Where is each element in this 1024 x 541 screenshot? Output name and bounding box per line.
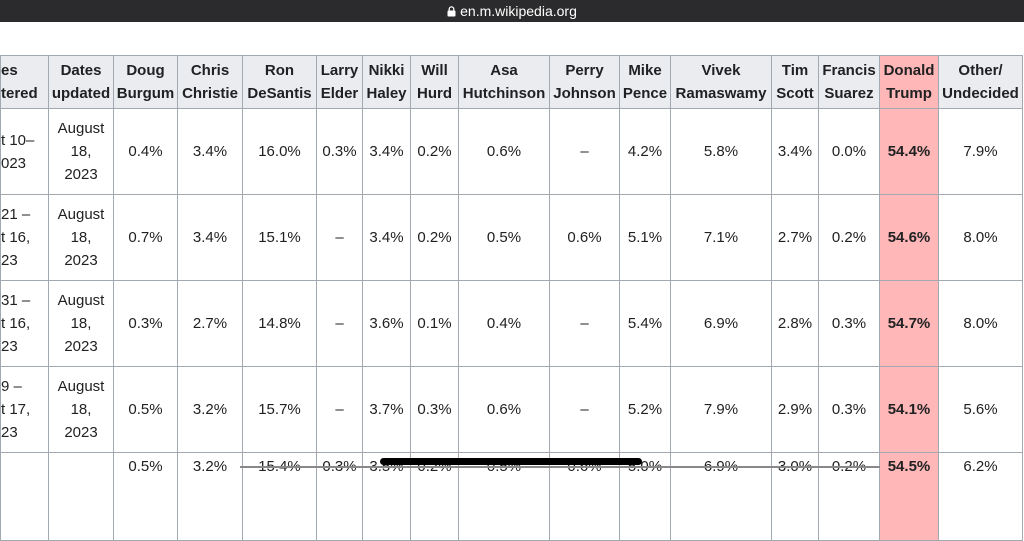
url[interactable]: en.m.wikipedia.org bbox=[460, 3, 577, 19]
table-cell: August 18, 2023 bbox=[48, 366, 114, 453]
table-cell: – bbox=[316, 280, 363, 367]
header-cell: Chris Christie bbox=[177, 55, 243, 109]
table-cell: 5.8% bbox=[670, 108, 772, 195]
table-cell: 9 – t 17, 23 bbox=[0, 366, 49, 453]
table-cell: 3.4% bbox=[177, 194, 243, 281]
table-cell: 0.1% bbox=[410, 280, 459, 367]
table-cell: 5.4% bbox=[619, 280, 671, 367]
table-cell: 4.2% bbox=[619, 108, 671, 195]
table-cell: 6.9% bbox=[670, 280, 772, 367]
table-cell: 54.7% bbox=[879, 280, 939, 367]
table-cell: August 18, 2023 bbox=[48, 280, 114, 367]
table-cell: 16.0% bbox=[242, 108, 317, 195]
header-cell: Mike Pence bbox=[619, 55, 671, 109]
header-cell: Dates updated bbox=[48, 55, 114, 109]
table-cell: 2.7% bbox=[771, 194, 819, 281]
table-cell: – bbox=[549, 108, 620, 195]
header-cell: es tered bbox=[0, 55, 49, 109]
table-cell: 3.4% bbox=[362, 108, 411, 195]
header-cell: Will Hurd bbox=[410, 55, 459, 109]
scroll-rule bbox=[240, 466, 880, 468]
table-cell: August 18, 2023 bbox=[48, 194, 114, 281]
home-indicator bbox=[380, 458, 642, 465]
table-cell: 54.5% bbox=[879, 452, 939, 541]
table-cell: 54.6% bbox=[879, 194, 939, 281]
header-cell: Asa Hutchinson bbox=[458, 55, 550, 109]
table-cell: 0.7% bbox=[113, 194, 178, 281]
table-cell: 3.7% bbox=[362, 366, 411, 453]
table-cell: t 10– 023 bbox=[0, 108, 49, 195]
table-cell: 3.2% bbox=[177, 366, 243, 453]
header-cell: Doug Burgum bbox=[113, 55, 178, 109]
header-cell: Larry Elder bbox=[316, 55, 363, 109]
table-cell: 0.4% bbox=[113, 108, 178, 195]
table-cell: 54.1% bbox=[879, 366, 939, 453]
table-cell: 3.2% bbox=[177, 452, 243, 541]
table-cell: – bbox=[316, 194, 363, 281]
address-bar: en.m.wikipedia.org bbox=[0, 0, 1024, 22]
table-cell: 8.0% bbox=[938, 194, 1023, 281]
table-cell: 3.4% bbox=[362, 194, 411, 281]
table-cell: 15.1% bbox=[242, 194, 317, 281]
table-cell: 0.6% bbox=[549, 194, 620, 281]
table-row: 31 – t 16, 23 August 18, 2023 0.3% 2.7% 14.8… bbox=[0, 280, 1023, 367]
table-cell: 0.2% bbox=[410, 108, 459, 195]
header-cell: Tim Scott bbox=[771, 55, 819, 109]
table-cell: 8.0% bbox=[938, 280, 1023, 367]
table-row: t 10– 023 August 18, 2023 0.4% 3.4% 16.0% 0.3… bbox=[0, 108, 1023, 195]
table-cell: 5.6% bbox=[938, 366, 1023, 453]
header-cell: Perry Johnson bbox=[549, 55, 620, 109]
header-cell: Other/ Undecided bbox=[938, 55, 1023, 109]
header-cell: Donald Trump bbox=[879, 55, 939, 109]
table-cell: 0.0% bbox=[818, 108, 880, 195]
table-cell: 14.8% bbox=[242, 280, 317, 367]
lock-icon bbox=[447, 5, 456, 16]
table-cell bbox=[0, 452, 49, 541]
table-cell: – bbox=[316, 366, 363, 453]
header-cell: Nikki Haley bbox=[362, 55, 411, 109]
table-cell: 7.9% bbox=[670, 366, 772, 453]
table-cell: 0.3% bbox=[818, 280, 880, 367]
table-cell: 0.5% bbox=[458, 194, 550, 281]
table-cell: 0.3% bbox=[410, 366, 459, 453]
table-cell: 0.3% bbox=[316, 108, 363, 195]
table-cell: 3.4% bbox=[771, 108, 819, 195]
table-cell: 2.7% bbox=[177, 280, 243, 367]
table-cell: 0.6% bbox=[458, 108, 550, 195]
header-cell: Francis Suarez bbox=[818, 55, 880, 109]
table-cell: 0.3% bbox=[818, 366, 880, 453]
table-cell: 2.9% bbox=[771, 366, 819, 453]
table-cell: 0.3% bbox=[113, 280, 178, 367]
table-cell: 3.6% bbox=[362, 280, 411, 367]
table-cell bbox=[48, 452, 114, 541]
table-row: 21 – t 16, 23 August 18, 2023 0.7% 3.4% 15.1… bbox=[0, 194, 1023, 281]
table-cell: 0.2% bbox=[818, 194, 880, 281]
table-cell: 5.2% bbox=[619, 366, 671, 453]
table-cell: 21 – t 16, 23 bbox=[0, 194, 49, 281]
table-cell: – bbox=[549, 280, 620, 367]
table-cell: 15.7% bbox=[242, 366, 317, 453]
table-cell: – bbox=[549, 366, 620, 453]
table-cell: 7.9% bbox=[938, 108, 1023, 195]
header-cell: Vivek Ramaswamy bbox=[670, 55, 772, 109]
table-cell: 0.4% bbox=[458, 280, 550, 367]
table-cell: 6.2% bbox=[938, 452, 1023, 541]
table-cell: 31 – t 16, 23 bbox=[0, 280, 49, 367]
table-cell: 7.1% bbox=[670, 194, 772, 281]
table-cell: 5.1% bbox=[619, 194, 671, 281]
table-row: 9 – t 17, 23 August 18, 2023 0.5% 3.2% 15.7%… bbox=[0, 366, 1023, 453]
table-cell: 3.4% bbox=[177, 108, 243, 195]
table-cell: August 18, 2023 bbox=[48, 108, 114, 195]
poll-table: es tered Dates updated Doug Burgum Chris Ch… bbox=[0, 55, 1023, 541]
header-cell: Ron DeSantis bbox=[242, 55, 317, 109]
table-cell: 2.8% bbox=[771, 280, 819, 367]
table-cell: 0.2% bbox=[410, 194, 459, 281]
table-cell: 0.5% bbox=[113, 366, 178, 453]
table-cell: 54.4% bbox=[879, 108, 939, 195]
table-cell: 0.5% bbox=[113, 452, 178, 541]
table-cell: 0.6% bbox=[458, 366, 550, 453]
